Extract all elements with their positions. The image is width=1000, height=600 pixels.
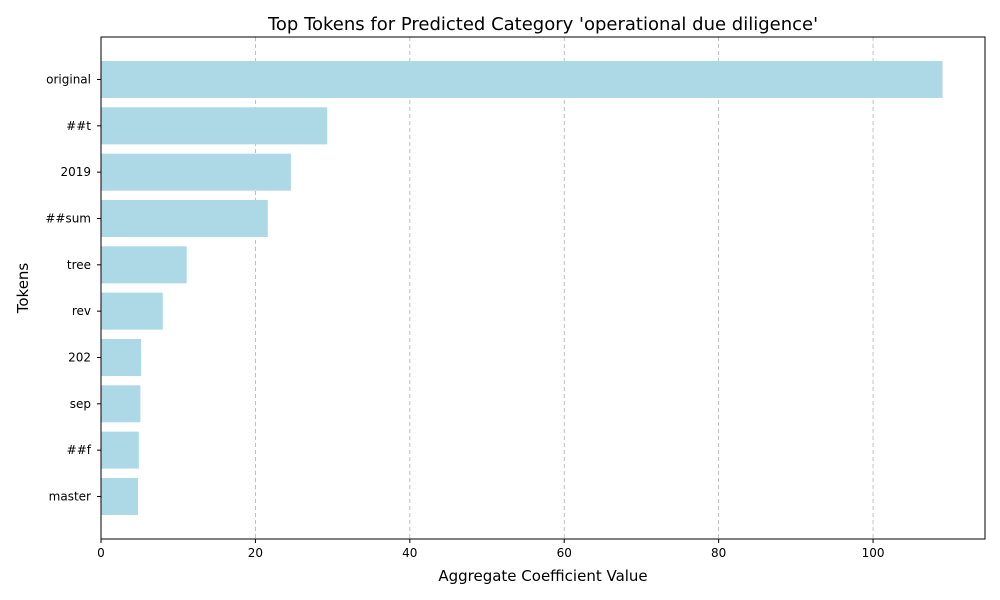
bar-202	[101, 338, 142, 376]
y-tick-label: ##t	[66, 119, 91, 133]
bar-2019	[101, 153, 291, 191]
y-tick-label: 2019	[60, 165, 91, 179]
bars	[101, 61, 943, 515]
y-tick-label: tree	[67, 258, 91, 272]
y-axis-label: Tokens	[14, 263, 32, 315]
x-tick-label: 100	[862, 546, 885, 560]
bar-original	[101, 61, 943, 98]
bar-tree	[101, 246, 187, 284]
y-tick-label: master	[49, 489, 91, 503]
x-tick-label: 40	[402, 546, 417, 560]
chart-title: Top Tokens for Predicted Category 'opera…	[267, 14, 818, 35]
x-tick-label: 80	[711, 546, 726, 560]
y-tick-label: rev	[72, 304, 91, 318]
bar-##t	[101, 107, 328, 145]
y-tick-label: sep	[70, 397, 91, 411]
x-axis-ticks: 0 20 40 60 80 100	[97, 539, 885, 560]
bar-##sum	[101, 199, 268, 237]
x-tick-label: 60	[557, 546, 572, 560]
plot-frame	[100, 36, 986, 540]
y-tick-label: ##f	[67, 443, 92, 457]
x-tick-label: 20	[248, 546, 263, 560]
y-tick-label: original	[46, 73, 91, 87]
bar-sep	[101, 385, 141, 423]
grid-lines	[255, 37, 874, 539]
y-tick-label: ##sum	[45, 211, 91, 225]
x-tick-label: 0	[97, 546, 105, 560]
x-axis-label: Aggregate Coefficient Value	[438, 567, 647, 585]
bar-##f	[101, 431, 139, 469]
bar-rev	[101, 292, 163, 330]
bar-master	[101, 477, 139, 515]
y-tick-label: 202	[68, 350, 91, 364]
y-axis-ticks: original ##t 2019 ##sum tree rev 202 sep ##f mast…	[45, 73, 101, 503]
